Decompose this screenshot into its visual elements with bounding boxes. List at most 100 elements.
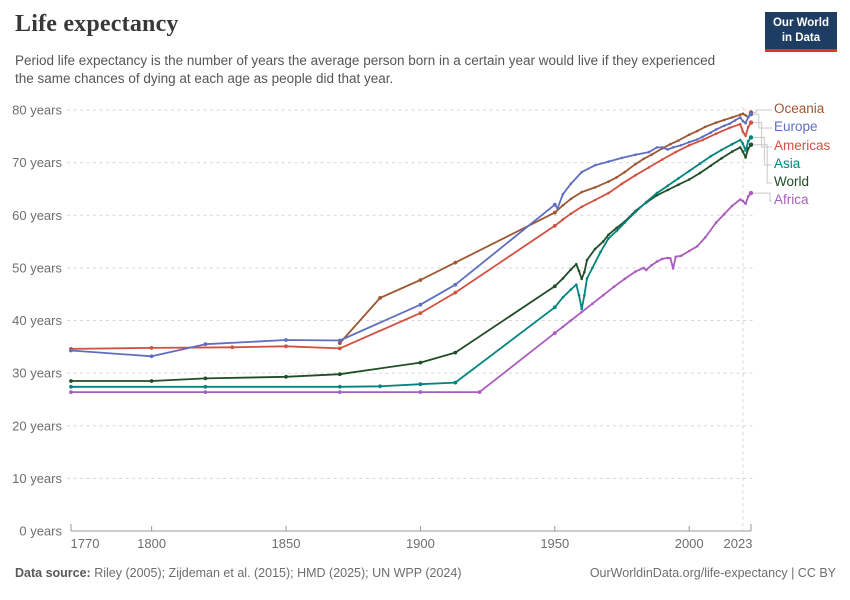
data-point[interactable] [671,267,675,270]
data-point[interactable] [607,191,610,195]
data-point[interactable] [284,344,288,349]
data-point[interactable] [569,182,573,185]
data-point[interactable] [748,142,754,147]
data-point[interactable] [593,164,597,167]
data-point[interactable] [704,236,707,239]
data-point[interactable] [738,138,742,142]
data-point[interactable] [698,162,702,165]
data-point[interactable] [728,122,731,125]
data-point[interactable] [744,121,747,125]
data-point[interactable] [580,277,583,281]
data-point[interactable] [738,198,742,201]
series-line-europe[interactable] [70,113,752,358]
data-point[interactable] [284,338,288,342]
footer-link[interactable]: OurWorldinData.org/life-expectancy | CC … [589,566,836,580]
data-point[interactable] [730,204,734,208]
data-point[interactable] [620,156,624,160]
data-point[interactable] [666,256,669,260]
data-point[interactable] [453,380,458,385]
data-point[interactable] [591,302,594,306]
series-oceania[interactable] [337,110,754,345]
data-point[interactable] [748,190,754,196]
data-point[interactable] [701,138,704,142]
data-point[interactable] [741,112,745,115]
data-point[interactable] [418,302,423,307]
data-point[interactable] [738,146,742,149]
data-point[interactable] [230,345,235,350]
data-point[interactable] [453,260,458,265]
data-point[interactable] [607,160,610,163]
data-point[interactable] [687,169,691,173]
data-point[interactable] [744,134,747,138]
data-point[interactable] [69,384,73,389]
data-point[interactable] [714,128,718,131]
data-point[interactable] [650,153,653,156]
data-point[interactable] [418,278,423,282]
data-point[interactable] [679,254,683,258]
data-point[interactable] [722,118,726,122]
data-point[interactable] [149,354,154,359]
data-point[interactable] [149,379,154,383]
data-point[interactable] [337,338,342,343]
data-point[interactable] [634,174,637,177]
data-point[interactable] [642,157,645,161]
data-point[interactable] [730,142,734,146]
data-point[interactable] [552,223,557,228]
data-point[interactable] [741,119,745,123]
data-point[interactable] [580,307,583,311]
legend-label-americas[interactable]: Americas [774,138,831,153]
series-line-asia[interactable] [70,136,752,388]
data-point[interactable] [677,183,680,186]
data-point[interactable] [709,164,712,168]
data-point[interactable] [552,210,557,215]
data-point[interactable] [418,311,423,315]
data-point[interactable] [687,144,691,147]
legend-label-europe[interactable]: Europe [774,119,818,134]
data-point[interactable] [642,266,645,270]
data-point[interactable] [720,148,723,152]
data-point[interactable] [378,296,382,300]
data-point[interactable] [741,199,745,203]
data-point[interactable] [620,182,624,185]
data-point[interactable] [585,277,589,280]
data-point[interactable] [655,146,659,149]
data-point[interactable] [714,221,718,224]
data-point[interactable] [738,113,742,116]
data-point[interactable] [612,285,616,289]
data-point[interactable] [580,310,583,314]
data-point[interactable] [337,372,342,377]
data-point[interactable] [677,177,680,180]
data-point[interactable] [744,202,747,205]
series-line-world[interactable] [70,143,752,382]
data-point[interactable] [337,390,342,394]
data-point[interactable] [378,384,382,389]
data-point[interactable] [418,390,423,394]
data-point[interactable] [599,250,602,254]
data-point[interactable] [149,346,154,350]
data-point[interactable] [615,226,618,230]
data-point[interactable] [671,146,675,149]
data-point[interactable] [552,202,557,207]
data-point[interactable] [577,269,581,273]
data-point[interactable] [593,186,597,189]
data-point[interactable] [593,247,597,251]
data-point[interactable] [583,293,586,297]
data-point[interactable] [418,382,423,387]
data-point[interactable] [748,120,754,125]
data-point[interactable] [695,129,699,133]
data-point[interactable] [607,233,610,236]
data-point[interactable] [695,138,699,141]
legend-label-oceania[interactable]: Oceania [774,101,825,116]
data-point[interactable] [709,155,712,158]
data-point[interactable] [556,207,559,210]
legend-label-world[interactable]: World [774,174,810,189]
data-point[interactable] [634,210,637,214]
data-point[interactable] [577,293,581,297]
data-point[interactable] [687,140,691,144]
data-point[interactable] [593,198,597,202]
data-point[interactable] [337,384,342,389]
series-africa[interactable] [69,190,754,394]
data-point[interactable] [561,325,565,329]
data-point[interactable] [666,188,669,192]
data-point[interactable] [722,124,726,128]
